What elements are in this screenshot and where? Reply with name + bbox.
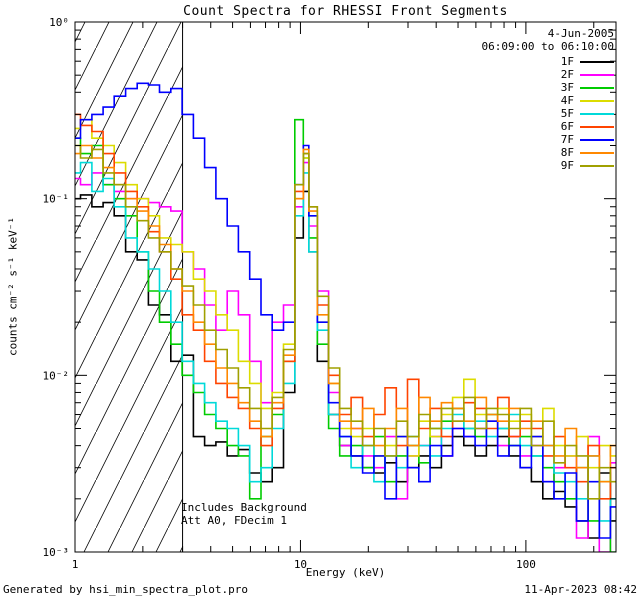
legend-color-swatch: [580, 164, 614, 167]
legend-color-swatch: [580, 151, 614, 154]
legend: 1F 2F 3F 4F 5F 6F 7F 8F 9F: [561, 55, 614, 172]
annotation-includes-background: Includes Background: [181, 501, 307, 514]
legend-label: 2F: [560, 68, 574, 81]
x-tick-label: 100: [516, 558, 536, 571]
legend-color-swatch: [580, 138, 614, 141]
legend-label: 9F: [560, 159, 574, 172]
legend-label: 7F: [560, 133, 574, 146]
legend-label: 6F: [560, 120, 574, 133]
legend-label: 5F: [560, 107, 574, 120]
legend-item-8F: 8F: [561, 146, 614, 159]
legend-color-swatch: [580, 125, 614, 128]
y-tick-label: 10⁰: [49, 16, 69, 29]
legend-item-4F: 4F: [561, 94, 614, 107]
annotation-attenuator-state: Att A0, FDecim 1: [181, 514, 287, 527]
hatch-region: [75, 22, 183, 552]
y-axis-label: counts cm⁻² s⁻¹ keV⁻¹: [6, 216, 20, 357]
y-tick-label: 10⁻³: [43, 546, 70, 559]
legend-item-2F: 2F: [561, 68, 614, 81]
chart-title: Count Spectra for RHESSI Front Segments: [183, 4, 508, 19]
observation-date-label: 4-Jun-2005: [547, 27, 614, 40]
series-3F: [75, 118, 616, 552]
legend-item-5F: 5F: [561, 107, 614, 120]
legend-label: 1F: [560, 55, 574, 68]
x-tick-label: 1: [72, 558, 79, 571]
legend-item-3F: 3F: [561, 81, 614, 94]
legend-item-9F: 9F: [561, 159, 614, 172]
x-axis-label: Energy (keV): [305, 566, 386, 579]
plot-frame: [74, 21, 617, 553]
legend-color-swatch: [580, 86, 614, 89]
generator-credit: Generated by hsi_min_spectra_plot.pro: [3, 583, 249, 596]
y-tick-label: 10⁻¹: [43, 193, 70, 206]
legend-color-swatch: [580, 99, 614, 102]
y-tick-label: 10⁻²: [43, 369, 70, 382]
legend-label: 4F: [560, 94, 574, 107]
legend-color-swatch: [580, 73, 614, 76]
generated-timestamp: 11-Apr-2023 08:42: [524, 583, 637, 596]
legend-color-swatch: [580, 60, 614, 63]
observation-time-range-label: 06:09:00 to 06:10:00: [481, 40, 614, 53]
legend-label: 3F: [560, 81, 574, 94]
legend-item-1F: 1F: [561, 55, 614, 68]
series-9F: [75, 144, 616, 500]
legend-color-swatch: [580, 112, 614, 115]
x-tick-label: 10: [294, 558, 307, 571]
legend-item-7F: 7F: [561, 133, 614, 146]
legend-label: 8F: [560, 146, 574, 159]
legend-item-6F: 6F: [561, 120, 614, 133]
